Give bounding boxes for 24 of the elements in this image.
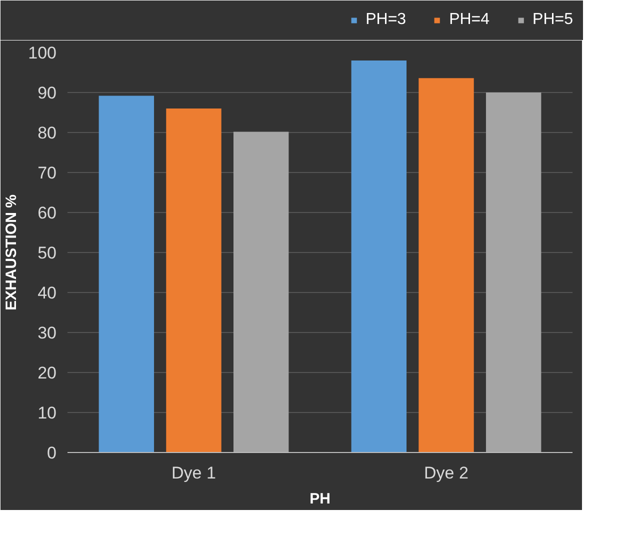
y-tick-label: 0 bbox=[47, 444, 57, 462]
bar bbox=[233, 132, 289, 452]
y-tick-label: 30 bbox=[38, 324, 57, 342]
y-tick-label: 60 bbox=[38, 204, 57, 222]
legend-label: PH=3 bbox=[366, 11, 406, 29]
y-tick-label: 80 bbox=[38, 124, 57, 142]
legend-label: PH=4 bbox=[449, 11, 490, 29]
y-tick-label: 10 bbox=[38, 404, 57, 422]
y-tick-label: 70 bbox=[38, 164, 57, 182]
x-tick-label: Dye 2 bbox=[424, 464, 468, 482]
bar bbox=[486, 92, 542, 452]
bar bbox=[351, 60, 407, 452]
y-tick-label: 90 bbox=[38, 84, 57, 102]
x-tick-label: Dye 1 bbox=[172, 464, 216, 482]
bar bbox=[98, 96, 154, 452]
bar bbox=[166, 108, 222, 452]
y-tick-label: 20 bbox=[38, 364, 57, 382]
bar bbox=[418, 78, 474, 452]
y-tick-label: 40 bbox=[38, 284, 57, 302]
y-tick-label: 100 bbox=[28, 44, 57, 62]
legend-label: PH=5 bbox=[532, 11, 573, 29]
y-tick-label: 50 bbox=[38, 244, 57, 262]
y-axis-title: EXHAUSTION % bbox=[3, 194, 20, 310]
x-axis-title: PH bbox=[310, 490, 330, 508]
